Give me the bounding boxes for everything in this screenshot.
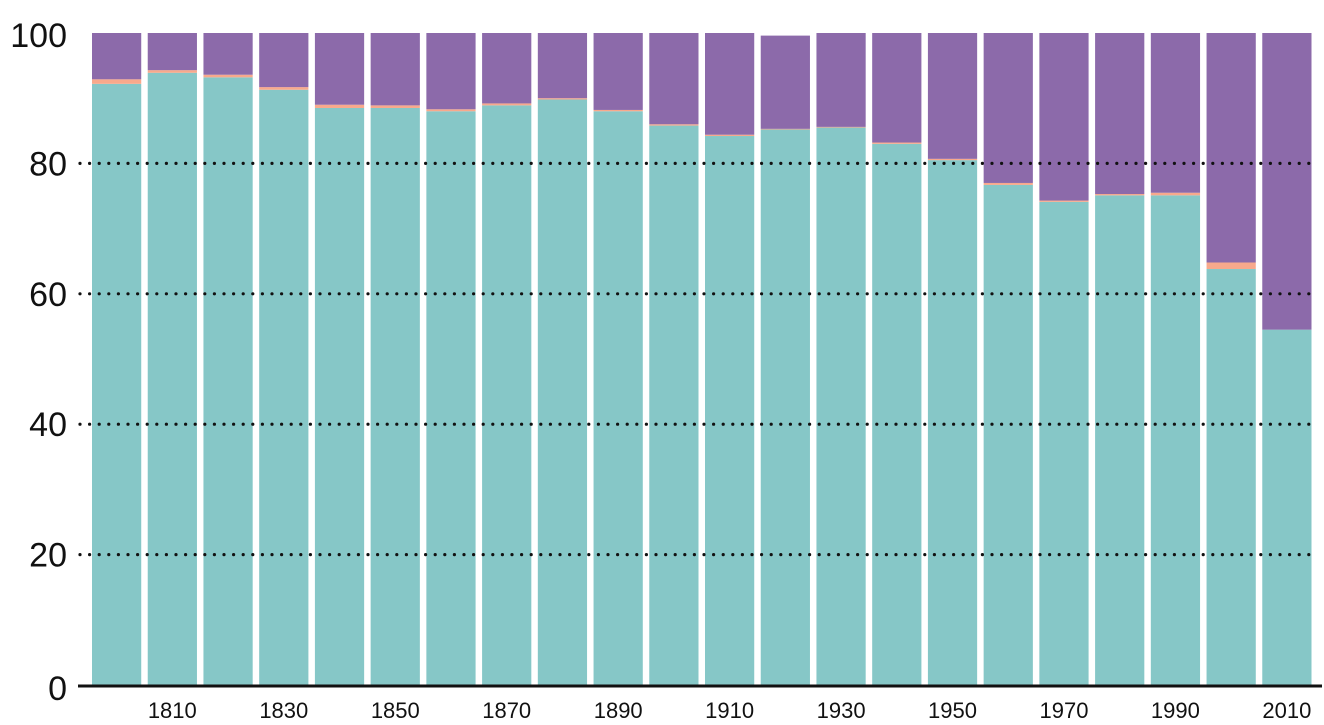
bar-segment-1950-2: [927, 158, 978, 161]
bar-segment-1890-3: [593, 33, 643, 110]
bar-segment-1960-2: [983, 182, 1033, 185]
bar-segment-1960-1: [983, 184, 1033, 686]
x-tick-label-1990: 1990: [1151, 698, 1200, 723]
bar-segment-2000-3: [1206, 33, 1256, 263]
y-tick-label-0: 0: [48, 670, 67, 708]
x-tick-label-1830: 1830: [259, 698, 308, 723]
bar-segment-1880-3: [537, 33, 588, 99]
bar-segment-1930-1: [816, 127, 866, 686]
bar-segment-2010-3: [1262, 33, 1312, 330]
bar-segment-1870-2: [482, 103, 532, 106]
bar-segment-1880-1: [537, 99, 588, 685]
bar-segment-1930-3: [816, 33, 866, 127]
y-axis: 0 20 40 60 80 100: [10, 17, 67, 708]
bar-segment-2000-1: [1206, 269, 1256, 685]
x-tick-label-1950: 1950: [928, 698, 977, 723]
bar-segment-1800-1: [92, 83, 142, 686]
y-tick-label-80: 80: [29, 145, 67, 183]
bar-segment-1950-3: [927, 33, 978, 159]
bar-segment-1940-1: [872, 143, 922, 686]
bar-segment-1950-1: [927, 160, 978, 685]
bar-segment-1980-3: [1095, 33, 1145, 195]
y-tick-label-60: 60: [29, 276, 67, 314]
bar-segment-1810-2: [147, 70, 197, 73]
bar-segment-1850-2: [370, 105, 420, 108]
bar-segment-1990-2: [1150, 192, 1201, 196]
bar-segment-1830-3: [259, 33, 309, 88]
bars-layer: [92, 33, 1312, 686]
bar-segment-1820-1: [203, 77, 253, 686]
bar-segment-1820-3: [203, 33, 253, 75]
bar-segment-1990-1: [1150, 195, 1201, 685]
bar-segment-1960-3: [983, 33, 1033, 183]
bar-segment-1920-2: [760, 128, 810, 130]
x-tick-label-1970: 1970: [1040, 698, 1089, 723]
bar-segment-1940-3: [872, 33, 922, 143]
bar-segment-1860-2: [426, 109, 476, 112]
bar-segment-1840-2: [314, 104, 365, 108]
bar-segment-1910-3: [705, 33, 755, 135]
bar-segment-1900-2: [649, 124, 699, 126]
bar-segment-1830-2: [259, 87, 309, 90]
bar-segment-1800-2: [92, 79, 142, 84]
bar-segment-1930-2: [816, 126, 866, 128]
bar-segment-2000-2: [1206, 262, 1256, 270]
bar-segment-1900-1: [649, 125, 699, 685]
y-tick-label-20: 20: [29, 537, 67, 575]
bar-segment-1910-2: [705, 134, 755, 137]
bar-segment-1880-2: [537, 98, 588, 100]
bar-segment-1970-1: [1039, 201, 1089, 685]
y-tick-label-100: 100: [10, 17, 67, 55]
bar-segment-1970-3: [1039, 33, 1089, 201]
bar-segment-1940-2: [872, 142, 922, 144]
bar-segment-1990-3: [1150, 33, 1201, 193]
bar-segment-1870-3: [482, 33, 532, 104]
bar-segment-1820-2: [203, 74, 253, 78]
bar-segment-1860-1: [426, 111, 476, 686]
bar-segment-1920-1: [760, 129, 810, 685]
bar-segment-1850-1: [370, 107, 420, 686]
x-tick-label-1810: 1810: [148, 698, 197, 723]
bar-segment-1970-2: [1039, 200, 1089, 202]
bar-segment-1850-3: [370, 33, 420, 106]
bar-segment-1890-1: [593, 111, 643, 686]
x-tick-label-1930: 1930: [817, 698, 866, 723]
bar-segment-1830-1: [259, 89, 309, 686]
bar-segment-1980-2: [1095, 194, 1145, 196]
bar-segment-1890-2: [593, 109, 643, 112]
bar-segment-1900-3: [649, 33, 699, 125]
x-tick-label-1870: 1870: [482, 698, 531, 723]
bar-segment-2010-1: [1262, 329, 1312, 685]
bar-segment-1810-1: [147, 72, 197, 685]
bar-segment-1840-3: [314, 33, 365, 105]
bar-segment-1910-1: [705, 136, 755, 685]
y-tick-label-40: 40: [29, 406, 67, 444]
x-tick-label-1890: 1890: [594, 698, 643, 723]
x-tick-label-1850: 1850: [371, 698, 420, 723]
bar-segment-1980-1: [1095, 195, 1145, 685]
bar-segment-1840-1: [314, 107, 365, 686]
x-tick-label-2010: 2010: [1262, 698, 1311, 723]
bar-segment-1860-3: [426, 33, 476, 110]
bar-segment-1810-3: [147, 33, 197, 71]
bar-segment-1870-1: [482, 105, 532, 686]
x-axis: 1810 1830 1850 1870 1890 1910 1930 1950 1970 1990…: [78, 684, 1322, 723]
x-tick-label-1910: 1910: [705, 698, 754, 723]
bar-segment-1920-3: [760, 35, 810, 129]
bar-segment-1800-3: [92, 33, 142, 80]
